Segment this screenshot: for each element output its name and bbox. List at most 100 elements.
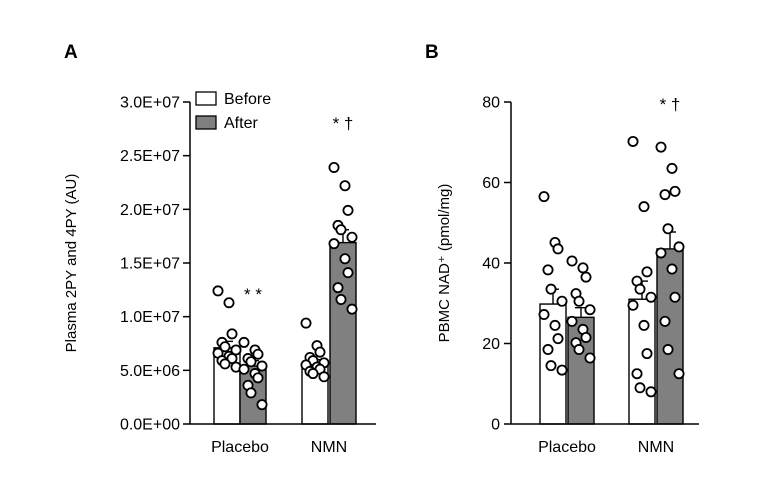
data-point-nmn-before <box>641 348 653 360</box>
panel-a: A 0.0E+00 5.0E+06 1.0E+07 1.5E+07 2.0E+07 2.5… <box>63 42 376 456</box>
y-tick-label-a: 3.0E+07 <box>120 95 180 112</box>
data-point-nmn-after <box>346 231 358 243</box>
data-point-placebo-before <box>226 353 238 365</box>
significance-marker: * * <box>244 285 262 304</box>
panel-label-a: A <box>64 42 78 63</box>
data-point-placebo-before <box>549 319 561 331</box>
data-point-nmn-after <box>335 293 347 305</box>
data-point-nmn-after <box>666 263 678 275</box>
y-tick-label-a: 1.5E+07 <box>120 256 180 273</box>
significance-marker: * † <box>660 95 681 114</box>
category-label-placebo: Placebo <box>538 439 596 456</box>
data-point-nmn-before <box>634 382 646 394</box>
data-point-nmn-after <box>662 223 674 235</box>
data-point-placebo-before <box>545 360 557 372</box>
data-point-placebo-after <box>245 387 257 399</box>
data-point-nmn-before <box>300 317 312 329</box>
category-label-nmn: NMN <box>311 439 347 456</box>
data-point-nmn-after <box>669 185 681 197</box>
data-point-nmn-after <box>346 303 358 315</box>
data-point-placebo-after <box>580 271 592 283</box>
significance-marker: * † <box>333 114 354 133</box>
data-point-placebo-after <box>252 348 264 360</box>
panel-b: B 0 20 40 60 80 PBMC NAD⁺ (pmol/mg) Placebo N… <box>425 42 699 456</box>
data-point-placebo-after <box>256 360 268 372</box>
data-point-nmn-after <box>669 291 681 303</box>
data-point-placebo-before <box>538 191 550 203</box>
data-point-placebo-after <box>580 331 592 343</box>
y-tick-label-a: 2.0E+07 <box>120 202 180 219</box>
data-point-placebo-before <box>552 333 564 345</box>
data-point-nmn-after <box>659 315 671 327</box>
data-point-nmn-before <box>627 135 639 147</box>
panel-label-b: B <box>425 42 439 63</box>
data-point-placebo-before <box>223 297 235 309</box>
category-label-nmn: NMN <box>638 439 674 456</box>
data-point-placebo-after <box>566 255 578 267</box>
data-point-nmn-before <box>318 371 330 383</box>
data-point-nmn-after <box>659 189 671 201</box>
data-point-nmn-after <box>673 241 685 253</box>
data-point-nmn-before <box>638 201 650 213</box>
y-axis-title-b: PBMC NAD⁺ (pmol/mg) <box>436 184 453 343</box>
data-point-placebo-after <box>584 304 596 316</box>
legend: Before After <box>195 91 271 132</box>
data-point-placebo-after <box>245 356 257 368</box>
data-point-placebo-before <box>552 243 564 255</box>
y-tick-label-b: 60 <box>482 175 500 192</box>
data-point-placebo-after <box>573 344 585 356</box>
data-point-placebo-before <box>538 309 550 321</box>
data-point-placebo-before <box>545 283 557 295</box>
data-point-placebo-after <box>252 372 264 384</box>
data-point-nmn-before <box>631 368 643 380</box>
data-point-nmn-after <box>342 267 354 279</box>
data-point-nmn-before <box>634 283 646 295</box>
legend-swatch-before <box>195 91 217 106</box>
y-tick-label-a: 5.0E+06 <box>120 363 180 380</box>
bar-nmn-after <box>656 248 684 425</box>
data-point-nmn-after <box>328 161 340 173</box>
legend-label-before: Before <box>224 91 271 108</box>
y-tick-label-a: 2.5E+07 <box>120 148 180 165</box>
data-point-placebo-after <box>577 262 589 274</box>
y-tick-label-b: 80 <box>482 95 500 112</box>
data-point-placebo-before <box>219 341 231 353</box>
data-point-placebo-before <box>219 358 231 370</box>
data-point-nmn-after <box>662 344 674 356</box>
data-point-nmn-before <box>645 291 657 303</box>
data-point-placebo-before <box>556 364 568 376</box>
bar-nmn-before <box>628 298 656 425</box>
data-point-placebo-after <box>256 399 268 411</box>
data-point-nmn-after <box>328 238 340 250</box>
data-point-placebo-after <box>238 336 250 348</box>
data-point-nmn-before <box>314 346 326 358</box>
data-point-placebo-before <box>226 328 238 340</box>
data-point-nmn-after <box>335 224 347 236</box>
y-axis-title-a: Plasma 2PY and 4PY (AU) <box>63 174 80 353</box>
data-point-placebo-before <box>542 264 554 276</box>
data-point-nmn-before <box>645 386 657 398</box>
y-tick-label-a: 0.0E+00 <box>120 417 180 434</box>
data-point-nmn-after <box>655 247 667 259</box>
data-point-placebo-before <box>212 285 224 297</box>
data-point-placebo-after <box>238 363 250 375</box>
data-point-nmn-after <box>673 368 685 380</box>
data-point-nmn-after <box>342 204 354 216</box>
legend-label-after: After <box>224 115 258 132</box>
data-point-placebo-after <box>584 352 596 364</box>
data-point-nmn-before <box>627 299 639 311</box>
category-label-placebo: Placebo <box>211 439 269 456</box>
data-point-placebo-before <box>230 344 242 356</box>
data-point-nmn-before <box>641 266 653 278</box>
data-point-placebo-before <box>542 344 554 356</box>
y-tick-label-a: 1.0E+07 <box>120 309 180 326</box>
data-point-nmn-after <box>339 180 351 192</box>
data-point-placebo-after <box>566 315 578 327</box>
data-point-nmn-before <box>307 368 319 380</box>
data-point-nmn-after <box>339 253 351 265</box>
data-point-placebo-after <box>573 295 585 307</box>
data-point-placebo-before <box>556 295 568 307</box>
y-tick-label-b: 20 <box>482 336 500 353</box>
data-point-nmn-after <box>332 282 344 294</box>
